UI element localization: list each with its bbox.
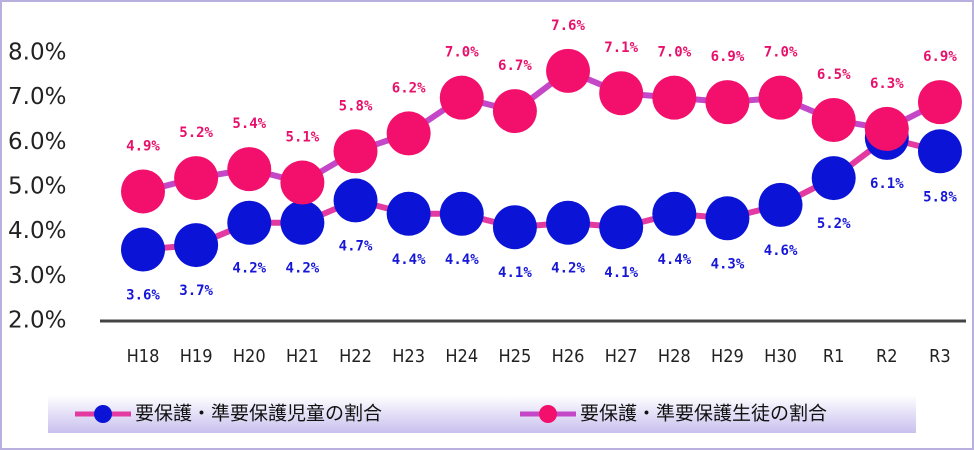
x-tick-label: H20: [233, 346, 266, 367]
series-line: [142, 67, 942, 195]
marker: [652, 75, 697, 120]
value-label: 5.2%: [179, 125, 213, 141]
x-tick-label: H22: [339, 346, 372, 367]
value-label: 4.3%: [711, 256, 745, 272]
marker: [121, 169, 165, 214]
value-label: 4.4%: [392, 252, 426, 268]
marker: [280, 160, 325, 205]
marker: [705, 196, 750, 241]
marker: [864, 106, 909, 151]
value-label: 4.6%: [764, 243, 798, 259]
value-label: 5.2%: [817, 216, 851, 232]
marker: [811, 156, 856, 201]
legend-marker: [539, 405, 557, 423]
value-label: 4.2%: [286, 261, 320, 277]
value-label: 6.9%: [711, 49, 745, 65]
marker: [652, 191, 697, 236]
value-label: 6.3%: [870, 76, 904, 92]
marker: [174, 156, 219, 201]
marker: [439, 75, 484, 120]
value-label: 3.7%: [179, 283, 213, 299]
x-tick-label: H27: [605, 346, 638, 367]
marker: [333, 178, 378, 223]
value-label: 7.0%: [764, 45, 798, 61]
x-tick-label: H29: [711, 346, 744, 367]
marker: [599, 205, 644, 250]
x-tick-label: R3: [929, 346, 951, 367]
value-label: 6.9%: [923, 49, 957, 65]
marker: [705, 80, 750, 125]
x-tick-label: H24: [445, 346, 478, 367]
value-label: 7.0%: [445, 45, 479, 61]
legend-box: [48, 395, 916, 433]
x-tick-label: H25: [499, 346, 532, 367]
y-tick-label: 3.0%: [8, 263, 66, 289]
value-label: 5.1%: [286, 130, 320, 146]
y-tick-label: 6.0%: [8, 129, 66, 155]
value-label: 4.4%: [657, 252, 691, 268]
value-label: 4.2%: [551, 261, 585, 277]
x-tick-label: R1: [823, 346, 845, 367]
marker: [386, 111, 431, 156]
y-tick-label: 4.0%: [8, 218, 66, 244]
y-tick-label: 8.0%: [8, 40, 66, 66]
marker: [227, 200, 272, 245]
legend-label: 要保護・準要保護生徒の割合: [580, 403, 827, 425]
marker: [227, 147, 272, 192]
series-line: [142, 134, 941, 253]
legend-label: 要保護・準要保護児童の割合: [135, 403, 382, 425]
value-label: 4.1%: [604, 265, 638, 281]
value-label: 6.2%: [392, 80, 426, 96]
value-label: 6.7%: [498, 58, 532, 74]
x-tick-label: H18: [127, 346, 160, 367]
marker: [811, 98, 856, 142]
y-tick-label: 5.0%: [8, 174, 66, 200]
marker: [599, 71, 644, 116]
marker: [121, 227, 165, 272]
value-label: 6.5%: [817, 67, 851, 83]
legend-marker: [94, 405, 112, 423]
x-tick-label: H19: [180, 346, 213, 367]
x-tick-label: R2: [876, 346, 898, 367]
x-tick-label: H26: [552, 346, 585, 367]
marker: [386, 191, 431, 236]
y-tick-label: 7.0%: [8, 84, 66, 110]
marker: [546, 200, 591, 245]
marker: [492, 205, 537, 250]
value-label: 5.8%: [923, 189, 957, 205]
value-label: 4.9%: [126, 138, 160, 154]
marker: [758, 182, 803, 227]
marker: [439, 191, 484, 236]
value-label: 4.4%: [445, 252, 479, 268]
value-label: 4.2%: [232, 261, 266, 277]
marker: [333, 129, 378, 174]
x-tick-label: H23: [392, 346, 425, 367]
x-tick-label: H21: [286, 346, 319, 367]
x-tick-label: H28: [658, 346, 691, 367]
y-tick-label: 2.0%: [8, 308, 66, 334]
marker: [917, 129, 962, 174]
marker: [546, 48, 591, 93]
value-label: 4.7%: [339, 238, 373, 254]
value-label: 3.6%: [126, 288, 160, 304]
marker: [174, 223, 219, 268]
value-label: 7.6%: [551, 18, 585, 34]
value-label: 4.1%: [498, 265, 532, 281]
marker: [280, 200, 325, 245]
marker: [492, 89, 537, 134]
marker: [917, 80, 962, 125]
value-label: 7.0%: [657, 45, 691, 61]
value-label: 6.1%: [870, 176, 904, 192]
value-label: 5.8%: [339, 98, 373, 114]
x-tick-label: H30: [764, 346, 797, 367]
value-label: 7.1%: [604, 40, 638, 56]
value-label: 5.4%: [232, 116, 266, 132]
marker: [758, 75, 803, 120]
